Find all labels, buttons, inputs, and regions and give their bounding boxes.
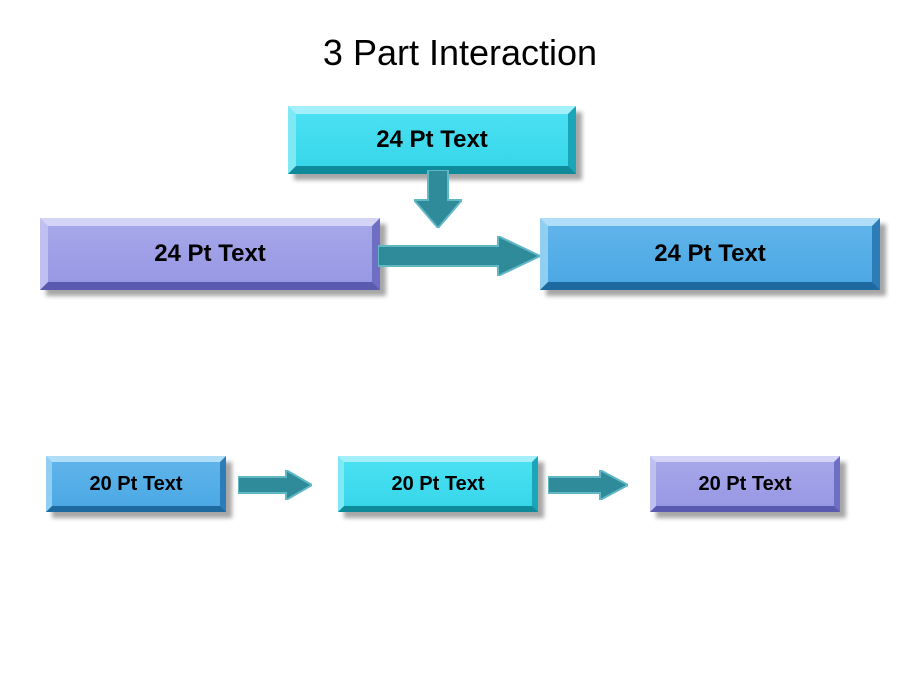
box-face: 24 Pt Text <box>40 218 380 290</box>
arrow-right-icon <box>238 470 312 500</box>
arrow-right-icon <box>548 470 628 500</box>
bottom-box-1: 20 Pt Text <box>46 456 226 512</box>
box-face: 20 Pt Text <box>46 456 226 512</box>
box-label: 24 Pt Text <box>154 240 266 268</box>
box-label: 20 Pt Text <box>90 473 183 496</box>
box-label: 24 Pt Text <box>376 126 488 154</box>
arrow-right-icon <box>378 236 540 276</box>
box-face: 24 Pt Text <box>540 218 880 290</box>
bottom-box-3: 20 Pt Text <box>650 456 840 512</box>
box-face: 24 Pt Text <box>288 106 576 174</box>
diagram-title: 3 Part Interaction <box>0 32 920 74</box>
box-label: 20 Pt Text <box>392 473 485 496</box>
top-box-1: 24 Pt Text <box>288 106 576 174</box>
box-face: 20 Pt Text <box>650 456 840 512</box>
top-box-right: 24 Pt Text <box>540 218 880 290</box>
box-label: 20 Pt Text <box>699 473 792 496</box>
box-face: 20 Pt Text <box>338 456 538 512</box>
top-box-left: 24 Pt Text <box>40 218 380 290</box>
bottom-box-2: 20 Pt Text <box>338 456 538 512</box>
box-label: 24 Pt Text <box>654 240 766 268</box>
arrow-down-icon <box>414 170 462 228</box>
